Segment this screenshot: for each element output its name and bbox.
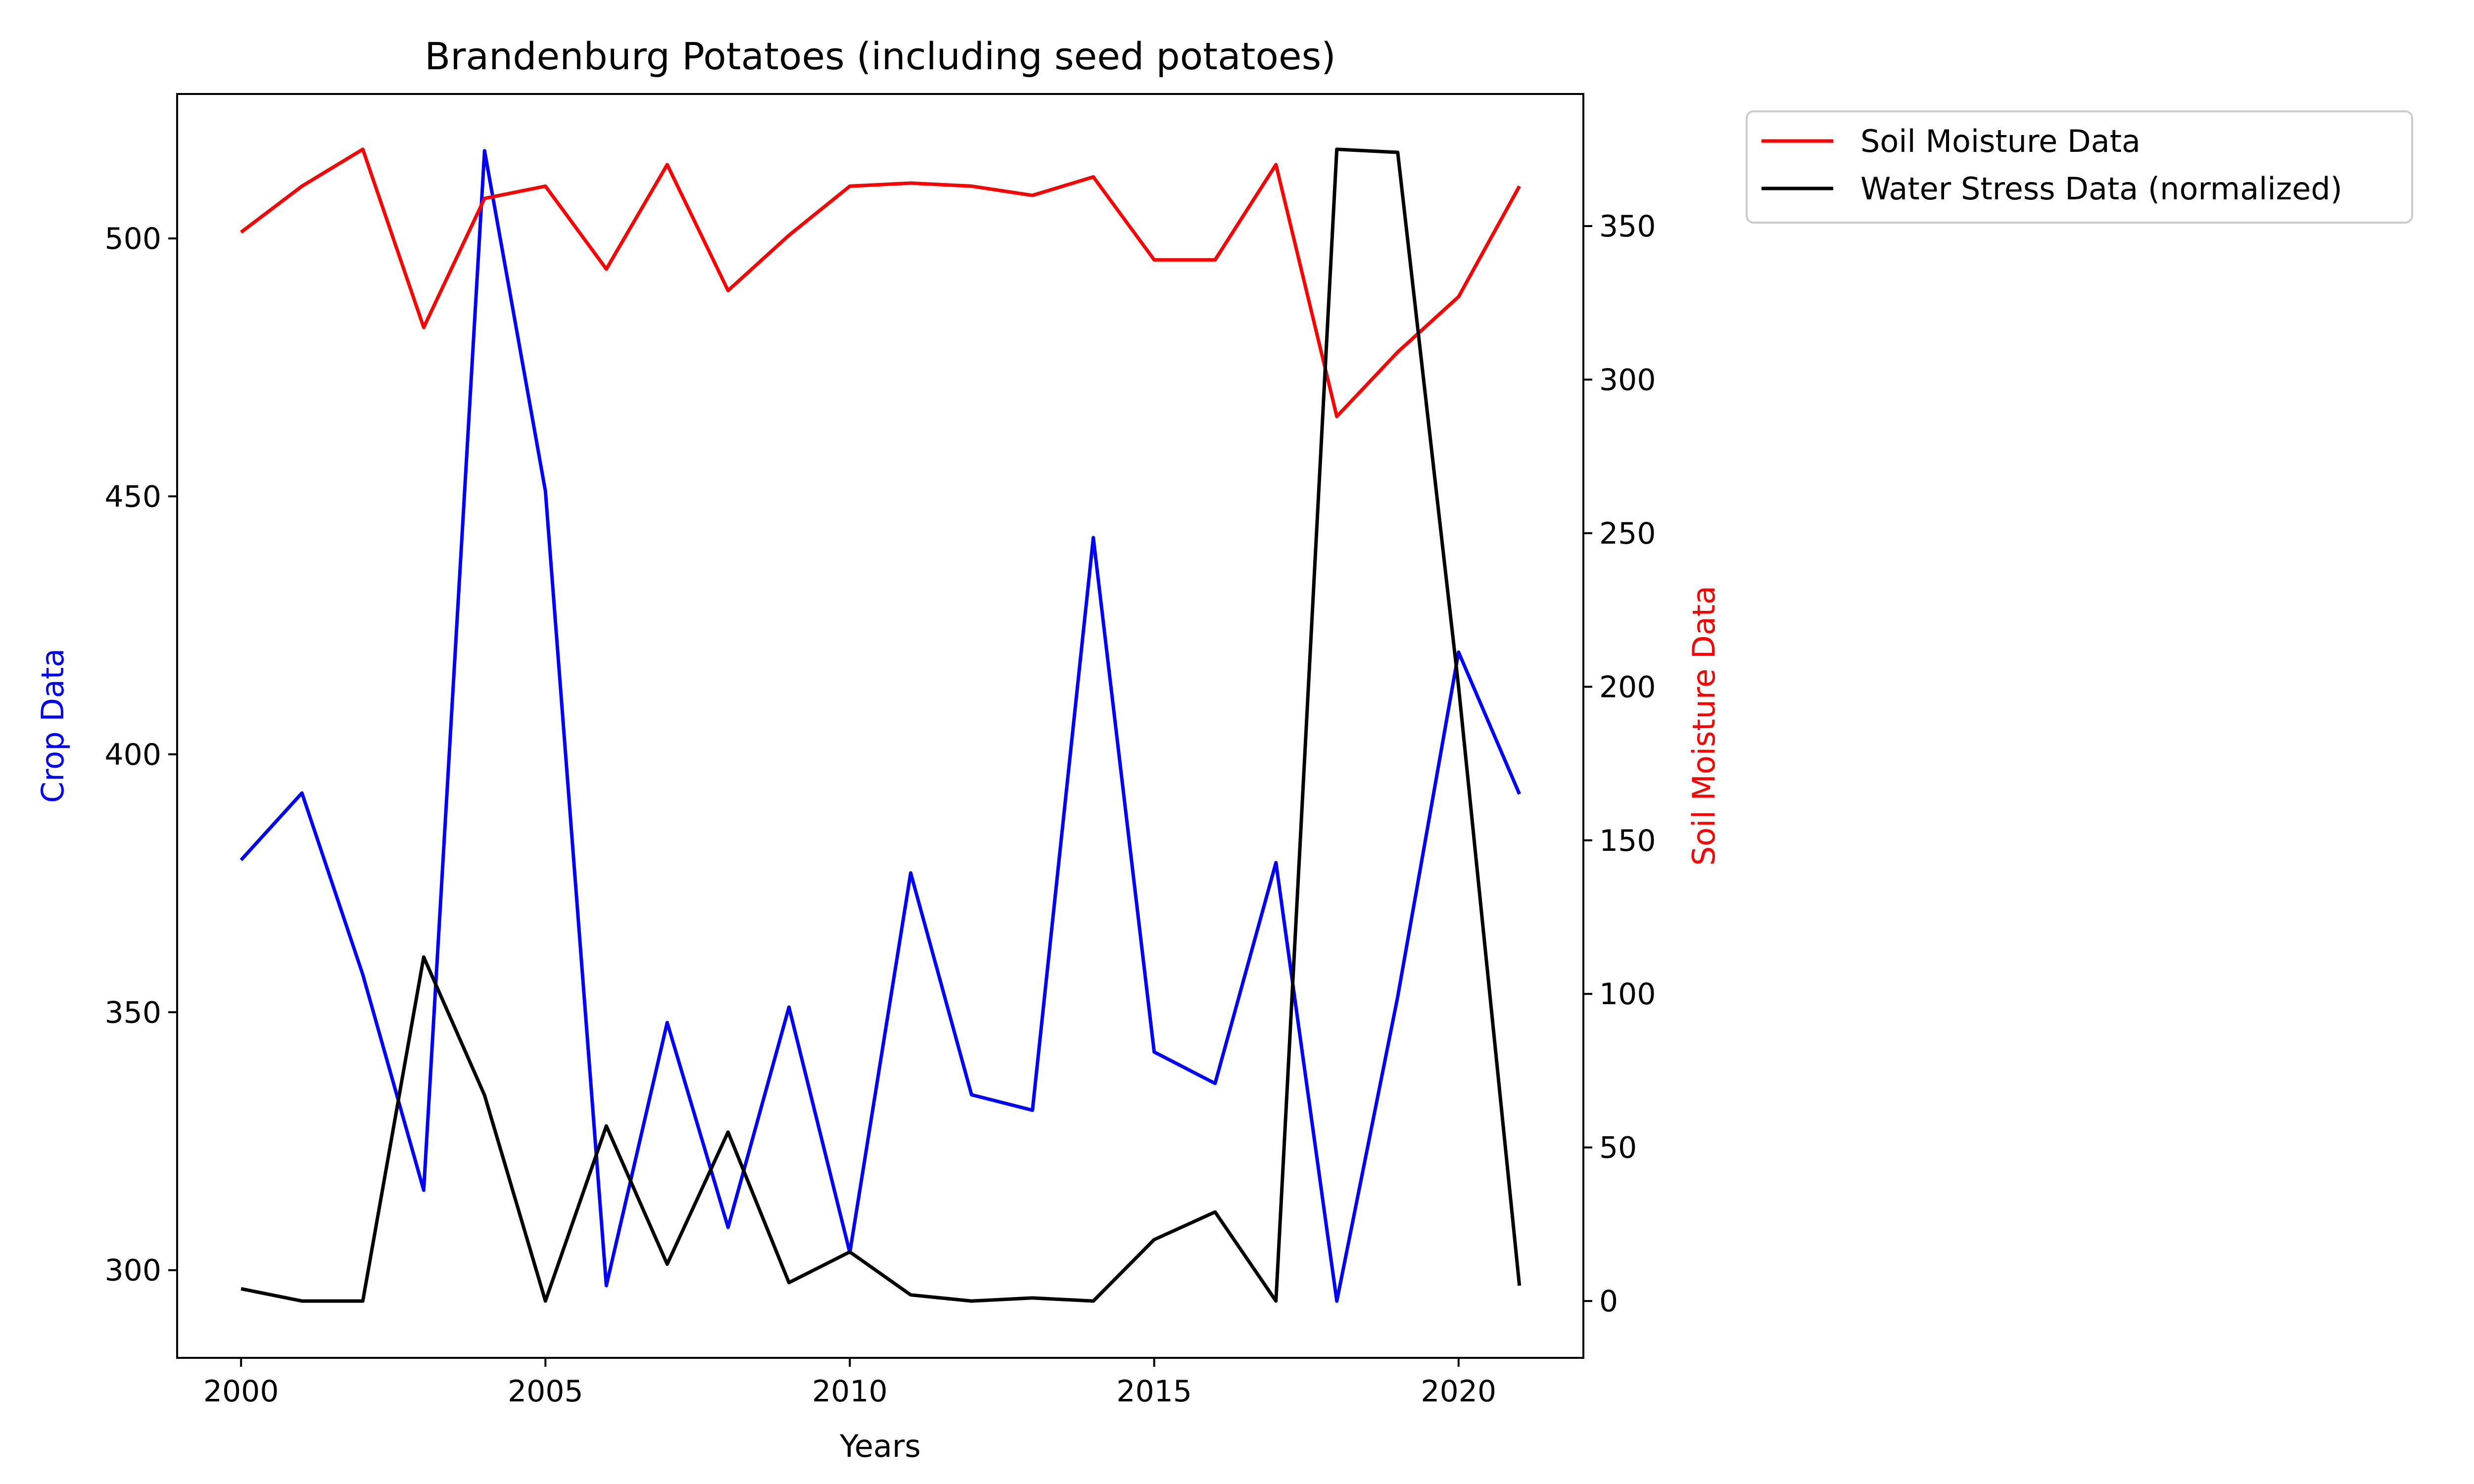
- series-line-soil-moisture-data: [240, 147, 1521, 418]
- y-axis-left: 300 350 400 450 500: [104, 222, 177, 1288]
- y-left-tick-label: 400: [104, 738, 161, 772]
- x-tick-label: 2015: [1116, 1374, 1192, 1409]
- plot-area: [239, 147, 1522, 1303]
- x-axis-label: Years: [839, 1428, 921, 1464]
- y-axis-right: 0 50 100 150 200 250 300 350: [1583, 209, 1656, 1319]
- x-tick-label: 2000: [203, 1374, 279, 1409]
- series-line-water-stress-data-normalized: [240, 147, 1522, 1303]
- legend-box: [1746, 110, 2413, 224]
- y-right-tick-label: 300: [1599, 363, 1656, 397]
- chart-title: Brandenburg Potatoes (including seed pot…: [425, 34, 1336, 78]
- y-left-tick-label: 350: [104, 995, 161, 1030]
- y-right-tick-label: 150: [1599, 824, 1656, 858]
- y-right-tick-label: 0: [1599, 1284, 1618, 1319]
- x-axis: 2000 2005 2010 2015 2020: [203, 1358, 1496, 1409]
- x-tick-label: 2005: [508, 1374, 583, 1409]
- y-right-tick-label: 250: [1599, 516, 1656, 551]
- x-tick-label: 2010: [812, 1374, 888, 1409]
- plot-frame: [176, 93, 1584, 1359]
- y-right-tick-label: 200: [1599, 670, 1656, 704]
- y-axis-left-label: Crop Data: [35, 649, 71, 803]
- legend-label-soil-moisture-data: Soil Moisture Data: [1860, 123, 2141, 159]
- y-right-tick-label: 350: [1599, 209, 1656, 244]
- series-line-crop-data: [239, 149, 1522, 1303]
- legend: Soil Moisture Data Water Stress Data (nor…: [1746, 110, 2413, 224]
- y-right-tick-label: 50: [1599, 1131, 1637, 1165]
- y-left-tick-label: 300: [104, 1253, 161, 1288]
- y-left-tick-label: 500: [104, 222, 161, 256]
- x-tick-label: 2020: [1421, 1374, 1496, 1409]
- y-left-tick-label: 450: [104, 479, 161, 514]
- y-right-tick-label: 100: [1599, 977, 1656, 1012]
- y-axis-right-label: Soil Moisture Data: [1686, 586, 1722, 866]
- legend-label-water-stress-data-normalized: Water Stress Data (normalized): [1860, 171, 2342, 207]
